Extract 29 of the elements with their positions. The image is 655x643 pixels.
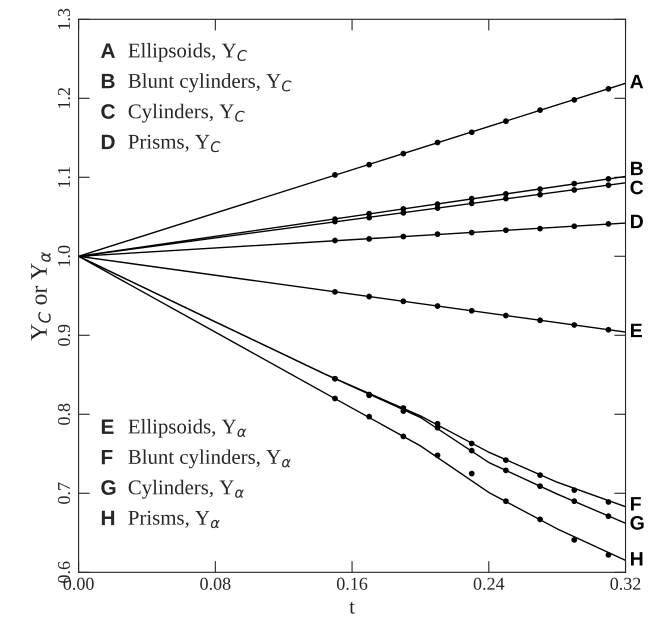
annotation: H Prisms, Y$_{α}$	[102, 510, 220, 528]
y-tick-label: 1.1	[58, 167, 70, 187]
annotation: D Prisms, Y$_{C}$	[102, 134, 220, 152]
annotation: A Ellipsoids, Y$_{C}$	[100, 42, 247, 62]
series-label: H	[630, 552, 642, 566]
x-tick-label: 0.08	[200, 578, 230, 590]
series-label: A	[630, 74, 644, 88]
series-label: B	[630, 162, 643, 176]
series-label: C	[630, 180, 644, 194]
y-axis-title: Y$_{C}$ or Y$_{α}$	[31, 252, 51, 340]
annotation: F Blunt cylinders, Y$_{α}$	[102, 449, 291, 468]
series-label: G	[630, 516, 644, 530]
x-tick-label: 0.32	[610, 578, 640, 590]
series-label: E	[630, 324, 642, 338]
y-tick-label: 1.3	[58, 8, 70, 29]
y-tick-label: 0.8	[58, 404, 70, 425]
annotation: C Cylinders, Y$_{C}$	[101, 104, 245, 123]
y-tick-label: 1.0	[58, 246, 70, 266]
y-tick-label: 0.7	[58, 482, 70, 504]
y-tick-label: 1.2	[58, 88, 70, 108]
annotation: G Cylinders, Y$_{α}$	[101, 480, 244, 499]
annotation: B Blunt cylinders, Y$_{C}$	[102, 73, 292, 92]
y-tick-label: 0.9	[58, 324, 70, 346]
x-tick-label: 0.16	[336, 578, 368, 590]
annotation: E Ellipsoids, Y$_{α}$	[102, 418, 246, 438]
series-label: D	[630, 214, 643, 228]
x-axis-title: t	[349, 602, 355, 614]
x-tick-label: 0.24	[474, 578, 504, 590]
series-label: F	[630, 497, 641, 511]
